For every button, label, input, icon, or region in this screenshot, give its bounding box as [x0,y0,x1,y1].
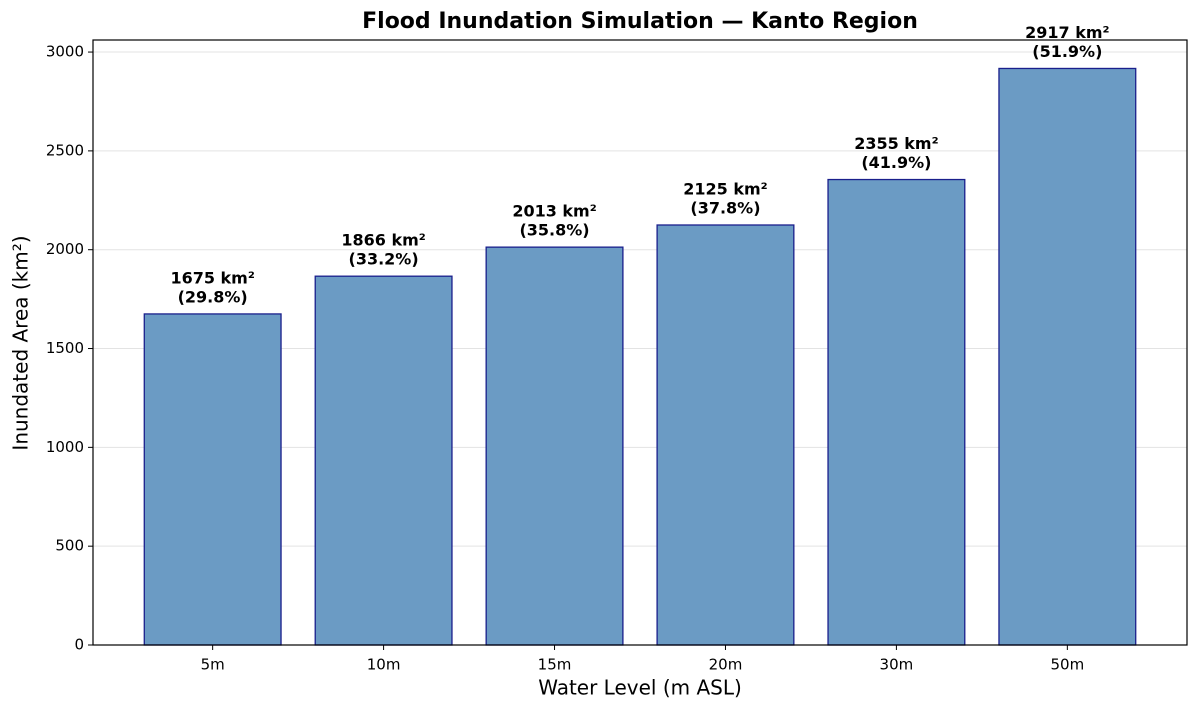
y-tick-label: 1500 [46,339,84,357]
plot-frame [92,39,1188,646]
chart-title: Flood Inundation Simulation — Kanto Regi… [362,9,918,34]
y-tick-label: 0 [74,636,84,654]
y-tick-label: 500 [55,537,84,555]
y-tick-label: 2500 [46,141,84,159]
bar [314,275,453,646]
x-tick-label: 5m [201,656,225,674]
value-label: (35.8%) [519,221,589,240]
bar [656,224,795,646]
x-tick-label: 30m [880,656,914,674]
value-label: (51.9%) [1032,42,1102,61]
value-label: 1675 km² [170,268,254,287]
bar [143,313,282,646]
value-label: 2917 km² [1025,23,1109,42]
x-tick-label: 15m [538,656,572,674]
value-label: (41.9%) [861,153,931,172]
value-label: (33.2%) [349,250,419,269]
x-tick-label: 50m [1050,656,1084,674]
value-label: 2355 km² [854,134,938,153]
x-axis-label: Water Level (m ASL) [538,676,742,700]
value-label: 2125 km² [683,179,767,198]
x-tick-label: 10m [367,656,401,674]
bar [998,67,1137,646]
x-tick-label: 20m [709,656,743,674]
y-tick-label: 1000 [46,438,84,456]
value-label: (29.8%) [178,287,248,306]
value-label: (37.8%) [690,198,760,217]
bar [485,246,624,646]
y-tick-label: 2000 [46,240,84,258]
value-label: 2013 km² [512,202,596,221]
y-axis-label: Inundated Area (km²) [9,235,33,450]
value-label: 1866 km² [341,231,425,250]
y-tick-label: 3000 [46,43,84,61]
bar [827,178,966,646]
